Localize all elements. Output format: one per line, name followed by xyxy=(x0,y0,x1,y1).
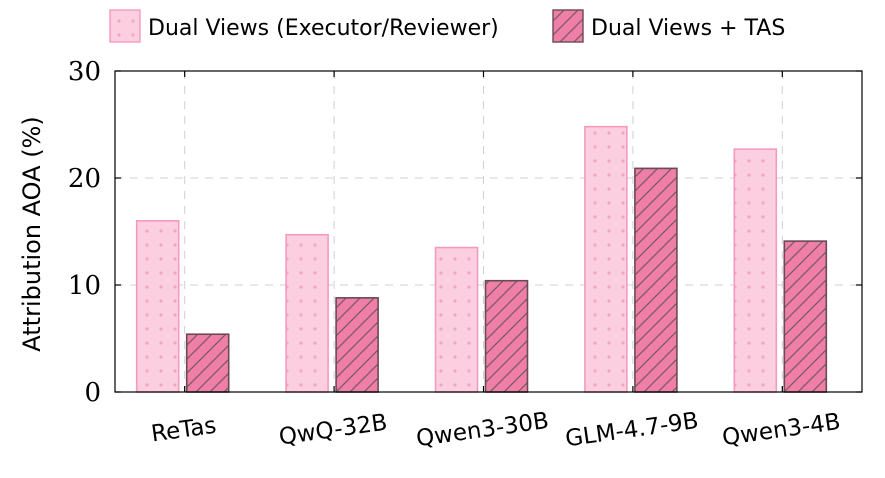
bar-dual-views-qwen3-30b xyxy=(434,246,479,393)
legend: Dual Views (Executor/Reviewer) Dual Views… xyxy=(109,9,785,43)
bar-dual-views-glm-4-7-9b xyxy=(584,125,628,393)
legend-label: Dual Views + TAS xyxy=(591,16,785,41)
bar-dual-views-tas-retas xyxy=(185,333,230,393)
legend-label: Dual Views (Executor/Reviewer) xyxy=(148,16,499,41)
plot-frame xyxy=(114,70,863,393)
bar-dual-views-tas-qwq-32b xyxy=(335,297,379,393)
legend-swatch xyxy=(552,9,584,43)
bar-dual-views-qwen3-4b xyxy=(733,148,778,393)
y-ticks: 0 10 20 30 xyxy=(68,57,862,408)
y-axis-title: Attribution AOA (%) xyxy=(18,116,46,351)
bars xyxy=(135,125,828,393)
bar-dual-views-tas-qwen3-30b xyxy=(484,279,529,393)
x-category-label: QwQ-32B xyxy=(277,410,389,451)
legend-swatch xyxy=(109,9,141,43)
x-category-label: GLM-4.7-9B xyxy=(564,408,700,452)
bar-dual-views-tas-qwen3-4b xyxy=(783,240,828,393)
x-category-labels: ReTas QwQ-32B Qwen3-30B GLM-4.7-9B Qwen3-4B xyxy=(150,408,843,452)
x-category-label: ReTas xyxy=(150,413,218,448)
y-tick-label: 30 xyxy=(68,57,101,87)
bar-dual-views-retas xyxy=(135,220,180,393)
bar-dual-views-qwq-32b xyxy=(285,233,329,393)
y-tick-label: 20 xyxy=(68,164,101,194)
y-tick-label: 0 xyxy=(84,378,101,408)
bar-dual-views-tas-glm-4-7-9b xyxy=(634,167,678,393)
y-tick-label: 10 xyxy=(68,271,101,301)
x-category-label: Qwen3-4B xyxy=(721,409,842,451)
x-category-label: Qwen3-30B xyxy=(415,408,551,452)
